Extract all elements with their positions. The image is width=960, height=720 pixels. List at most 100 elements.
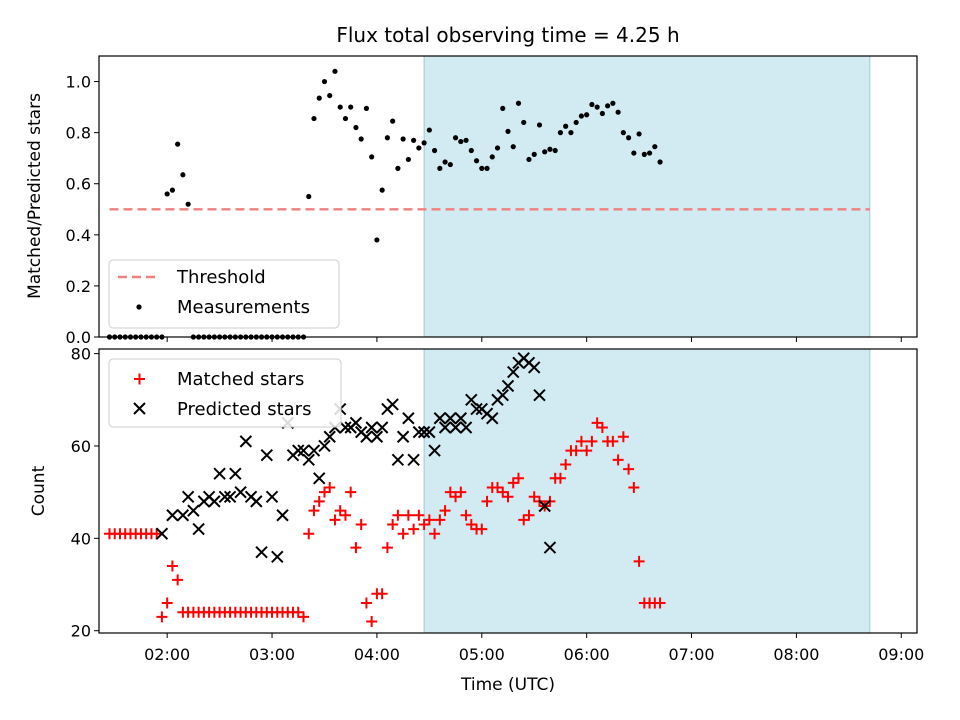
predicted-star-point xyxy=(223,490,237,503)
predicted-star-point xyxy=(339,421,352,434)
predicted-star-point xyxy=(507,365,520,379)
predicted-star-point xyxy=(391,453,405,467)
chart-title: Flux total observing time = 4.25 h xyxy=(336,23,679,47)
matched-star-point xyxy=(623,463,635,475)
matched-star-point xyxy=(575,435,587,447)
legend-matched-label: Matched stars xyxy=(177,369,304,390)
x-tick-label: 08:00 xyxy=(773,645,819,664)
measurement-point xyxy=(526,156,532,163)
measurement-point xyxy=(175,141,181,147)
top-x-axis xyxy=(166,337,902,342)
matched-star-point xyxy=(581,445,593,457)
matched-star-point xyxy=(512,472,524,484)
matched-star-point xyxy=(439,505,451,517)
measurement-point xyxy=(547,146,553,152)
predicted-star-point xyxy=(486,412,499,425)
y-tick-label: 0.2 xyxy=(66,277,91,296)
predicted-star-point xyxy=(501,379,515,393)
predicted-star-point xyxy=(365,421,378,434)
measurement-point xyxy=(431,147,438,154)
matched-star-point xyxy=(633,555,645,567)
measurement-point xyxy=(369,154,375,160)
measurement-point xyxy=(594,104,600,110)
matched-star-point xyxy=(392,509,404,521)
measurement-point xyxy=(180,172,186,178)
measurement-point xyxy=(311,115,317,122)
top-legend: Threshold Measurements xyxy=(108,259,340,329)
matched-star-point xyxy=(617,431,629,443)
predicted-star-point xyxy=(208,495,221,508)
measurement-point xyxy=(332,68,338,74)
matched-star-point xyxy=(408,523,420,535)
measurement-point xyxy=(442,159,448,165)
predicted-star-point xyxy=(166,509,179,522)
bottom-legend: Matched stars Predicted stars xyxy=(108,358,342,428)
bottom-legend-box xyxy=(108,358,342,428)
bottom-y-axis: 20 40 60 80 xyxy=(71,345,99,641)
matched-star-point xyxy=(455,486,467,498)
predicted-star-point xyxy=(302,453,315,467)
measurement-point xyxy=(411,137,417,143)
x-tick-label: 04:00 xyxy=(354,645,400,664)
measurement-point xyxy=(578,113,585,119)
measurement-point xyxy=(316,95,322,101)
measurement-point xyxy=(437,165,443,171)
measurement-point xyxy=(416,145,422,151)
matched-star-point xyxy=(429,528,441,540)
matched-star-point xyxy=(355,518,367,530)
legend-threshold-label: Threshold xyxy=(176,267,266,288)
predicted-star-point xyxy=(402,412,415,425)
matched-star-point xyxy=(481,495,493,507)
predicted-star-point xyxy=(276,509,289,522)
predicted-star-point xyxy=(528,361,541,374)
measurement-point xyxy=(620,130,626,136)
y-tick-label: 1.0 xyxy=(66,73,91,92)
measurement-point xyxy=(494,145,501,151)
matched-star-point xyxy=(387,518,399,530)
matched-star-point xyxy=(502,491,514,503)
matched-star-point xyxy=(586,435,598,447)
matched-star-point xyxy=(397,528,409,540)
top-observing-interval xyxy=(423,55,871,338)
matched-star-point xyxy=(366,615,378,627)
predicted-star-point xyxy=(349,416,363,430)
matched-star-point xyxy=(172,574,184,586)
measurement-point xyxy=(641,151,647,157)
predicted-star-point xyxy=(318,439,331,453)
measurement-point xyxy=(463,137,469,143)
x-tick-label: 06:00 xyxy=(564,645,610,664)
measurement-point xyxy=(515,100,522,106)
matched-star-point xyxy=(376,588,388,600)
predicted-star-point xyxy=(229,467,242,480)
measurement-point xyxy=(379,187,385,193)
measurement-point xyxy=(631,150,637,156)
predicted-star-point xyxy=(176,509,190,522)
x-tick-label: 03:00 xyxy=(249,645,295,664)
matched-star-point xyxy=(423,514,435,526)
predicted-star-point xyxy=(218,490,232,503)
measurement-point xyxy=(536,122,543,128)
predicted-star-point xyxy=(323,430,336,443)
predicted-star-point xyxy=(396,430,410,443)
matched-star-point xyxy=(460,509,472,521)
matched-star-point xyxy=(560,458,572,470)
predicted-star-point xyxy=(307,444,321,457)
x-tick-label: 07:00 xyxy=(668,645,714,664)
measurement-point xyxy=(563,123,569,129)
measurement-point xyxy=(458,138,464,145)
legend-measurements-swatch xyxy=(136,304,142,310)
predicted-star-point xyxy=(470,402,483,416)
matched-star-point xyxy=(381,542,393,554)
measurement-point xyxy=(599,110,605,117)
measurement-point xyxy=(468,147,474,154)
measurement-point xyxy=(384,135,390,141)
matched-star-point xyxy=(523,509,535,521)
measurement-point xyxy=(452,135,459,141)
matched-star-point xyxy=(596,422,608,434)
matched-star-point xyxy=(628,482,640,494)
matched-star-point xyxy=(303,528,315,540)
measurement-point xyxy=(646,150,653,156)
measurement-point xyxy=(552,147,558,154)
measurement-point xyxy=(531,151,537,157)
matched-star-point xyxy=(161,597,173,609)
